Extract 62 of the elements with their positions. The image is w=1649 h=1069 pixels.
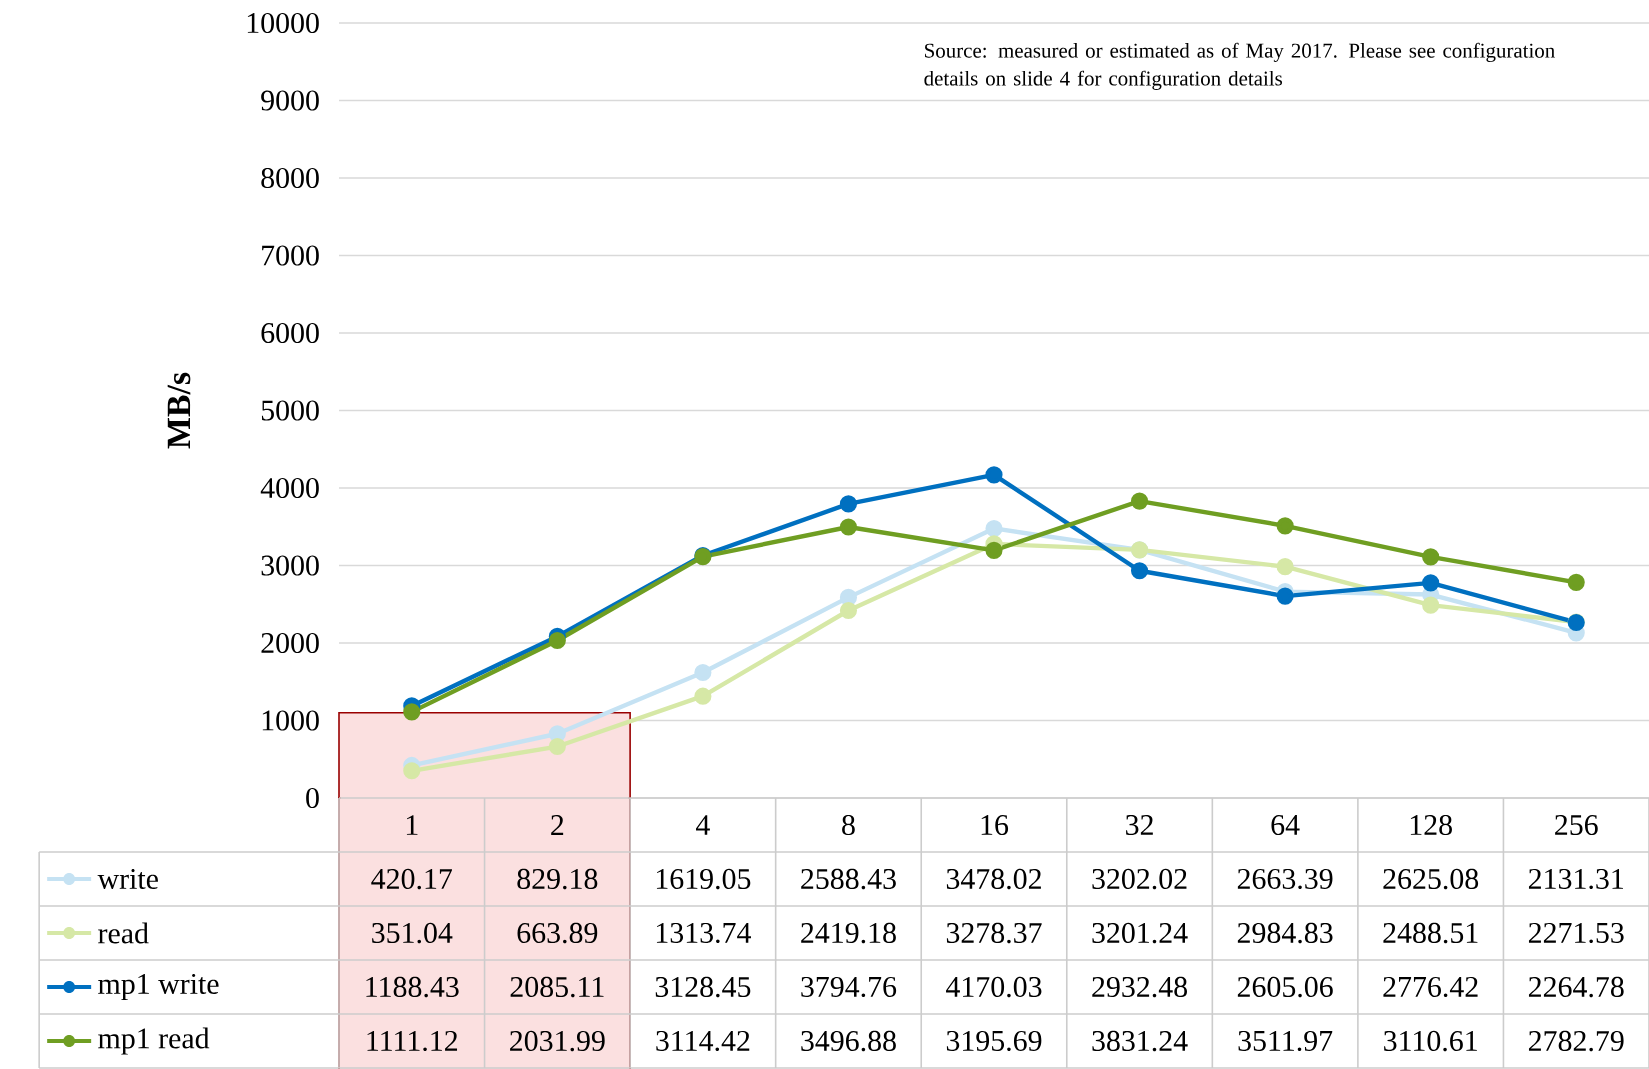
data-label: 1188.43 — [366, 976, 459, 998]
data-label: 3278.37 — [946, 922, 1042, 944]
y-tick-label: 3000 — [261, 555, 319, 576]
legend-label: mp1 read — [98, 1027, 210, 1055]
data-label: 663.89 — [517, 922, 598, 944]
data-label: 3195.69 — [946, 1030, 1042, 1052]
data-label: 2932.48 — [1092, 976, 1187, 998]
annotation: Source: measured or estimated as of May 2017. Please see configuration details on slide 4 for configuration details — [924, 42, 1555, 90]
data-label: 351.04 — [372, 922, 453, 944]
data-label: 3202.02 — [1092, 868, 1187, 890]
data-label: 1111.12 — [367, 1030, 458, 1052]
x-tick-label: 2 — [551, 815, 564, 835]
y-tick-label: 4000 — [260, 477, 319, 499]
data-label: 3114.42 — [656, 1030, 750, 1052]
y-tick-label: 6000 — [261, 322, 319, 344]
data-label: 2131.31 — [1528, 868, 1623, 890]
data-label: 1619.05 — [656, 868, 751, 890]
data-label: 2782.79 — [1528, 1030, 1624, 1052]
data-label: 3201.24 — [1092, 922, 1188, 944]
data-label: 3831.24 — [1092, 1030, 1188, 1052]
y-tick-label: 9000 — [261, 90, 319, 111]
x-tick-label: 1 — [406, 815, 418, 835]
x-tick-label: 8 — [842, 814, 855, 836]
y-tick-label: 2000 — [261, 632, 319, 654]
y-tick-label: 8000 — [261, 167, 319, 189]
data-label: 4170.03 — [946, 976, 1042, 998]
y-axis-title: MB/s — [167, 372, 191, 449]
data-label: 2031.99 — [510, 1030, 605, 1052]
x-tick-label: 32 — [1126, 814, 1153, 836]
x-tick-label: 4 — [696, 815, 710, 835]
y-tick-label: 7000 — [262, 245, 319, 266]
data-label: 2776.42 — [1383, 976, 1478, 998]
data-label: 1313.74 — [656, 922, 751, 944]
x-tick-label: 64 — [1271, 814, 1300, 836]
data-label: 2605.06 — [1237, 976, 1333, 998]
x-tick-label: 256 — [1555, 814, 1598, 836]
data-label: 2984.83 — [1237, 922, 1333, 944]
y-tick-label: 10000 — [247, 12, 319, 34]
data-label: 2271.53 — [1528, 922, 1624, 944]
data-label: 2264.78 — [1528, 976, 1624, 998]
data-label: 2488.51 — [1383, 922, 1478, 944]
legend-label: write — [97, 868, 158, 890]
data-label: 2625.08 — [1383, 868, 1479, 890]
legend-label: read — [98, 922, 149, 944]
legend-label: mp1 write — [98, 973, 219, 1001]
data-label: 3478.02 — [946, 868, 1041, 890]
data-label: 2419.18 — [801, 922, 896, 944]
data-label: 3110.61 — [1384, 1030, 1477, 1052]
data-label: 2588.43 — [801, 868, 896, 890]
data-label: 420.17 — [371, 868, 452, 890]
data-label: 2085.11 — [510, 976, 604, 998]
y-tick-label: 5000 — [261, 400, 319, 421]
data-label: 829.18 — [517, 868, 598, 890]
data-label: 3128.45 — [655, 976, 751, 998]
data-label: 3496.88 — [801, 1030, 896, 1052]
data-label: 3794.76 — [801, 976, 897, 998]
y-tick-label: 0 — [306, 787, 319, 809]
data-label: 3511.97 — [1238, 1030, 1333, 1052]
data-label: 2663.39 — [1237, 868, 1333, 890]
x-tick-label: 16 — [981, 814, 1009, 836]
x-tick-label: 128 — [1410, 814, 1452, 836]
y-tick-label: 1000 — [262, 710, 319, 731]
